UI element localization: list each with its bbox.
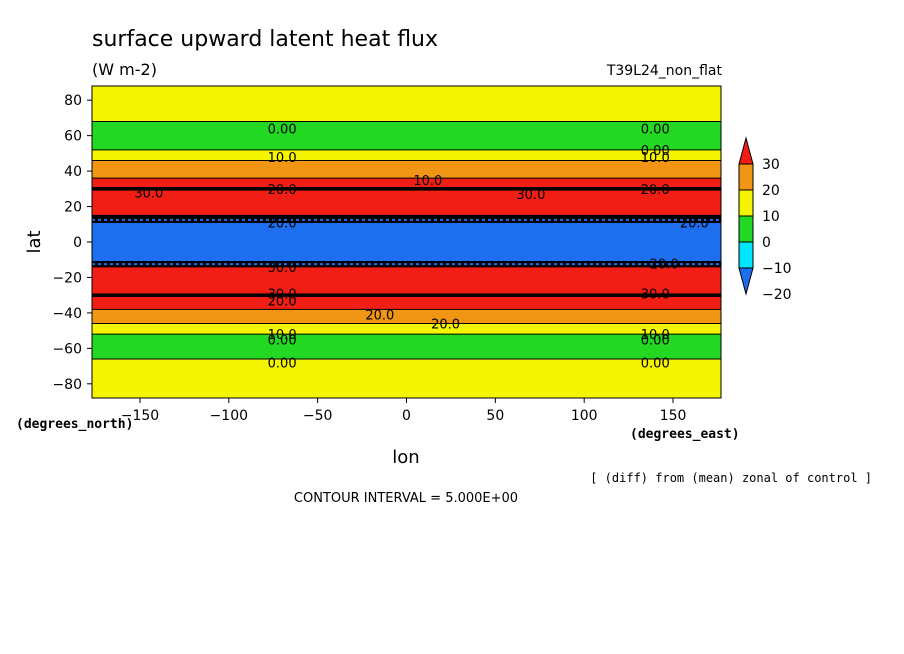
x-units-label: (degrees_east) [630,427,740,442]
field-band-9 [92,188,721,216]
colorbar-label-5: −20 [762,287,792,303]
contour-label-19: 10.0 [268,328,297,343]
x-tick-label-6: 150 [660,408,687,424]
x-tick-label-5: 100 [571,408,598,424]
y-tick-label-3: 20 [64,200,82,216]
contour-label-22: 0.00 [641,334,670,349]
field-band-10 [92,178,721,189]
x-tick-label-3: 0 [402,408,411,424]
field-band-1 [92,334,721,359]
contour-label-2: 0.00 [641,144,670,159]
y-axis-ticks: 80 60 40 20 0 −20 −40 −60 −80 [52,93,92,393]
contour-label-14: 30.0 [268,287,297,302]
colorbar-swatch-0 [738,267,754,296]
colorbar-label-1: 20 [762,183,780,199]
x-tick-label-0: −150 [121,408,159,424]
contour-label-24: 0.00 [641,357,670,372]
contour-label-12: 30.0 [268,261,297,276]
y-tick-label-0: 80 [64,93,82,109]
y-tick-label-7: −60 [52,341,82,357]
field-band-14 [92,86,721,122]
contour-label-18: 20.0 [431,318,460,333]
y-axis-label: lat [24,230,45,253]
field-band-3 [92,309,721,324]
contour-label-1: 0.00 [641,123,670,138]
x-axis-ticks: −150 −100 −50 0 50 100 150 [121,398,687,424]
footnote: [ (diff) from (mean) zonal of control ] [590,471,872,485]
field-band-5 [92,266,721,296]
x-axis-label: lon [392,447,419,468]
chart-title: surface upward latent heat flux [92,27,438,52]
x-tick-label-1: −100 [210,408,248,424]
y-tick-label-6: −40 [52,306,82,322]
contour-label-17: 20.0 [365,309,394,324]
contour-label-10: 20.0 [268,217,297,232]
chart-units: (W m-2) [92,60,157,79]
field-band-12 [92,149,721,161]
y-tick-label-2: 40 [64,164,82,180]
contour-label-15: 30.0 [641,287,670,302]
y-tick-label-5: −20 [52,270,82,286]
contour-label-6: 30.0 [134,186,163,201]
x-tick-label-2: −50 [303,408,333,424]
y-tick-label-1: 60 [64,129,82,145]
contour-label-16: 20.0 [268,295,297,310]
field-band-4 [92,295,721,310]
contour-label-21: 0.00 [268,334,297,349]
contour-label-23: 0.00 [268,357,297,372]
contour-label-8: 30.0 [516,188,545,203]
contour-label-9: 20.0 [641,183,670,198]
field-band-7 [92,222,721,262]
y-tick-label-4: 0 [73,235,82,251]
field-band-0 [92,359,721,398]
field-band-2 [92,323,721,335]
contour-label-3: 10.0 [268,151,297,166]
run-label: T39L24_non_flat [606,63,723,79]
contour-label-4: 10.0 [641,151,670,166]
contour-label-0: 0.00 [268,123,297,138]
colorbar-label-4: −10 [762,261,792,277]
contour-label-20: 10.0 [641,328,670,343]
field-band-13 [92,121,721,150]
colorbar: 30 20 10 0 −10 −20 [738,136,792,303]
colorbar-swatch-3 [738,189,754,217]
field-band-11 [92,160,721,179]
colorbar-label-2: 10 [762,209,780,225]
colorbar-swatch-2 [738,215,754,243]
y-tick-label-8: −80 [52,377,82,393]
x-tick-label-4: 50 [486,408,504,424]
contour-label-7: 20.0 [268,183,297,198]
contour-label-13: 20.0 [650,257,679,272]
colorbar-swatch-4 [738,163,754,191]
contour-label-5: 10.0 [413,174,442,189]
colorbar-swatch-1 [738,241,754,269]
contour-interval: CONTOUR INTERVAL = 5.000E+00 [294,491,518,506]
y-units-label: (degrees_north) [16,417,133,432]
colorbar-label-3: 0 [762,235,771,251]
colorbar-swatch-5 [738,136,754,165]
field-layer [92,86,721,398]
contour-label-11: 20.0 [680,217,709,232]
colorbar-label-0: 30 [762,157,780,173]
